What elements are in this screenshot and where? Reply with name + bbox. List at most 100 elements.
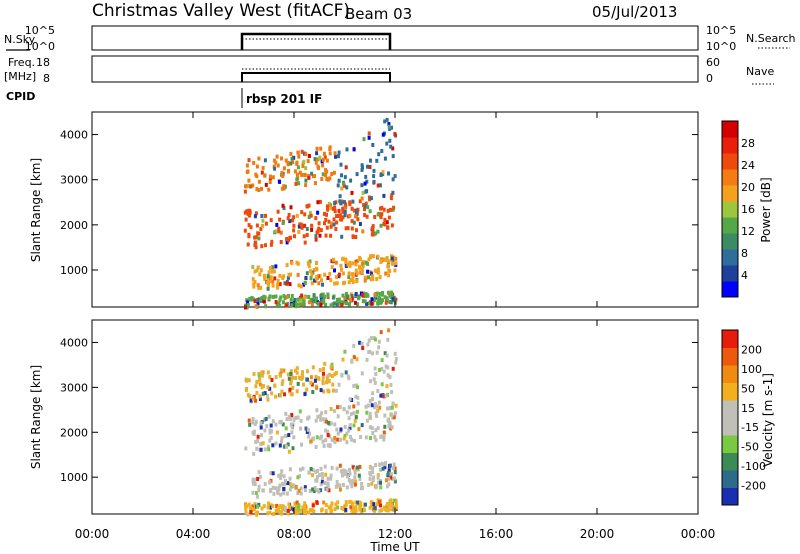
power-echo-cell xyxy=(300,210,304,215)
velocity-echo-cell xyxy=(279,472,283,477)
velocity-echo-cell xyxy=(297,488,301,493)
velocity-echo-cell xyxy=(346,374,350,379)
velocity-echo-cell xyxy=(333,422,337,427)
power-echo-cell xyxy=(295,260,299,265)
power-ytick-label: 2000 xyxy=(60,219,88,232)
power-echo-cell xyxy=(280,186,284,191)
velocity-echo-cell xyxy=(353,509,357,514)
velocity-echo-cell xyxy=(394,411,397,416)
velocity-echo-cell xyxy=(254,440,258,444)
velocity-echo-cell xyxy=(275,430,279,435)
power-echo-cell xyxy=(314,160,318,165)
velocity-echo-cell xyxy=(350,437,354,442)
power-echo-cell xyxy=(318,233,322,238)
power-echo-cell xyxy=(314,237,318,242)
power-echo-cell xyxy=(351,261,355,266)
velocity-echo-cell xyxy=(334,502,338,507)
velocity-echo-cell xyxy=(353,482,357,487)
power-echo-cell xyxy=(323,155,327,160)
x-tick-label: 08:00 xyxy=(277,527,312,541)
power-echo-cell xyxy=(388,293,392,298)
velocity-echo-cell xyxy=(326,374,330,379)
power-echo-cell xyxy=(380,212,384,217)
velocity-echo-cell xyxy=(319,417,323,422)
velocity-echo-cell xyxy=(291,422,295,427)
power-echo-cell xyxy=(282,206,286,211)
power-echo-cell xyxy=(342,181,346,186)
power-echo-cell xyxy=(286,162,290,167)
power-echo-cell xyxy=(264,213,267,218)
velocity-echo-cell xyxy=(337,382,341,387)
velocity-echo-cell xyxy=(357,427,361,432)
velocity-echo-cell xyxy=(260,506,264,511)
power-echo-cell xyxy=(292,215,296,220)
velocity-echo-cell xyxy=(389,505,393,510)
velocity-echo-cell xyxy=(268,375,272,380)
velocity-echo-cell xyxy=(289,381,292,386)
power-echo-cell xyxy=(372,179,376,184)
velocity-echo-cell xyxy=(386,406,390,411)
velocity-echo-cell xyxy=(390,502,394,507)
velocity-echo-cell xyxy=(280,510,284,515)
power-echo-cell xyxy=(349,297,352,302)
power-echo-cell xyxy=(343,213,347,218)
power-echo-cell xyxy=(354,268,358,273)
velocity-echo-cell xyxy=(249,506,253,511)
power-echo-cell xyxy=(289,151,293,156)
power-echo-cell xyxy=(333,151,337,156)
power-echo-cell xyxy=(372,174,376,179)
power-echo-cell xyxy=(349,278,353,282)
power-echo-cell xyxy=(385,117,389,122)
velocity-echo-cell xyxy=(382,430,386,435)
x-tick-label: 04:00 xyxy=(176,527,211,541)
velocity-echo-cell xyxy=(244,446,248,451)
velocity-echo-cell xyxy=(321,375,325,380)
velocity-colorbar-tick: 50 xyxy=(741,382,755,395)
power-echo-cell xyxy=(279,230,283,235)
velocity-echo-cell xyxy=(329,407,333,411)
velocity-echo-cell xyxy=(320,411,324,416)
velocity-echo-cell xyxy=(319,388,323,393)
velocity-echo-cell xyxy=(244,506,248,511)
power-echo-cell xyxy=(360,163,364,168)
power-echo-cell xyxy=(307,264,311,269)
velocity-echo-cell xyxy=(386,337,390,342)
power-echo-cell xyxy=(297,229,301,234)
power-echo-cell xyxy=(379,215,383,220)
freq-tick-bottom: 8 xyxy=(43,72,50,85)
velocity-echo-cell xyxy=(319,482,323,487)
velocity-echo-cell xyxy=(264,417,268,421)
power-echo-cell xyxy=(317,226,321,231)
power-echo-cell xyxy=(274,229,278,234)
power-echo-cell xyxy=(391,297,395,302)
velocity-echo-cell xyxy=(381,466,385,471)
power-echo-cell xyxy=(243,189,247,194)
velocity-echo-cell xyxy=(251,396,255,401)
velocity-echo-cell xyxy=(322,371,325,376)
velocity-echo-cell xyxy=(389,475,393,480)
power-echo-cell xyxy=(272,158,276,163)
velocity-echo-cell xyxy=(324,472,328,477)
velocity-echo-cell xyxy=(342,482,345,487)
velocity-colorbar-swatch xyxy=(722,382,738,401)
power-echo-cell xyxy=(304,183,308,188)
velocity-echo-cell xyxy=(391,366,395,371)
power-echo-cell xyxy=(378,183,382,188)
power-echo-cell xyxy=(287,168,290,173)
power-echo-cell xyxy=(310,223,314,228)
velocity-echo-cell xyxy=(314,445,318,449)
power-echo-cell xyxy=(340,267,343,272)
velocity-echo-cell xyxy=(259,447,263,452)
velocity-echo-cell xyxy=(327,379,331,383)
velocity-colorbar-label: Velocity [m s-1] xyxy=(761,373,775,467)
power-echo-cell xyxy=(255,164,259,169)
power-echo-cell xyxy=(287,272,291,277)
power-echo-cell xyxy=(297,283,301,288)
power-echo-cell xyxy=(315,230,319,235)
power-echo-cell xyxy=(271,294,275,299)
velocity-echo-cell xyxy=(247,378,251,383)
power-echo-cell xyxy=(343,280,347,285)
velocity-echo-cell xyxy=(331,382,335,387)
power-echo-cell xyxy=(389,144,393,149)
